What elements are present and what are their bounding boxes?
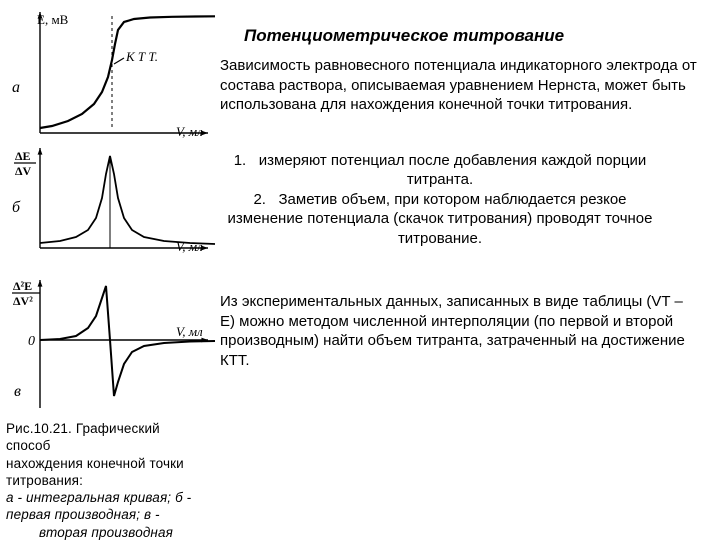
list-item-1: 1. измеряют потенциал после добавления к… — [220, 151, 660, 190]
list-num-2: 2. — [253, 191, 266, 208]
list-num-1: 1. — [234, 152, 247, 169]
paragraph-method: Из экспериментальных данных, записанных … — [220, 292, 700, 370]
panel-a-svg: К Т Т. Е, мВ V, мл а — [6, 8, 216, 148]
figure-column: К Т Т. Е, мВ V, мл а ΔEΔV V, мл б Δ²EΔV² 0 V, м… — [6, 8, 216, 540]
svg-text:ΔV: ΔV — [15, 164, 32, 178]
svg-text:ΔV²: ΔV² — [13, 294, 33, 308]
svg-text:в: в — [14, 383, 21, 400]
list-text-1: измеряют потенциал после добавления кажд… — [259, 152, 647, 189]
list-item-2: 2. Заметив объем, при котором наблюдаетс… — [220, 190, 660, 249]
svg-text:V, мл: V, мл — [176, 239, 203, 254]
svg-text:V, мл: V, мл — [176, 124, 203, 139]
list-text-2: Заметив объем, при котором наблюдается р… — [228, 191, 653, 247]
svg-text:Е, мВ: Е, мВ — [37, 12, 69, 27]
paragraph-intro: Зависимость равновесного потенциала инди… — [220, 56, 700, 115]
svg-text:б: б — [12, 199, 21, 216]
panel-c: Δ²EΔV² 0 V, мл в — [6, 278, 216, 418]
svg-text:ΔE: ΔE — [15, 149, 31, 163]
caption-b: первая производная; в - — [6, 507, 160, 522]
svg-text:0: 0 — [28, 334, 35, 349]
panel-a: К Т Т. Е, мВ V, мл а — [6, 8, 216, 148]
page-title: Потенциометрическое титрование — [244, 26, 700, 46]
procedure-list: 1. измеряют потенциал после добавления к… — [220, 151, 700, 249]
svg-text:Δ²E: Δ²E — [13, 279, 32, 293]
caption-a: а - интегральная кривая; б - — [6, 490, 191, 505]
svg-text:V, мл: V, мл — [176, 324, 203, 339]
panel-b: ΔEΔV V, мл б — [6, 148, 216, 278]
caption-lead: Рис.10.21. Графический способ нахождения… — [6, 421, 184, 488]
caption-c: вторая производная — [6, 524, 206, 540]
figure-caption: Рис.10.21. Графический способ нахождения… — [6, 420, 206, 540]
svg-text:а: а — [12, 79, 20, 96]
panel-c-svg: Δ²EΔV² 0 V, мл в — [6, 278, 216, 418]
text-column: Потенциометрическое титрование Зависимос… — [220, 12, 700, 388]
panel-b-svg: ΔEΔV V, мл б — [6, 148, 216, 278]
svg-text:К Т Т.: К Т Т. — [125, 49, 158, 64]
